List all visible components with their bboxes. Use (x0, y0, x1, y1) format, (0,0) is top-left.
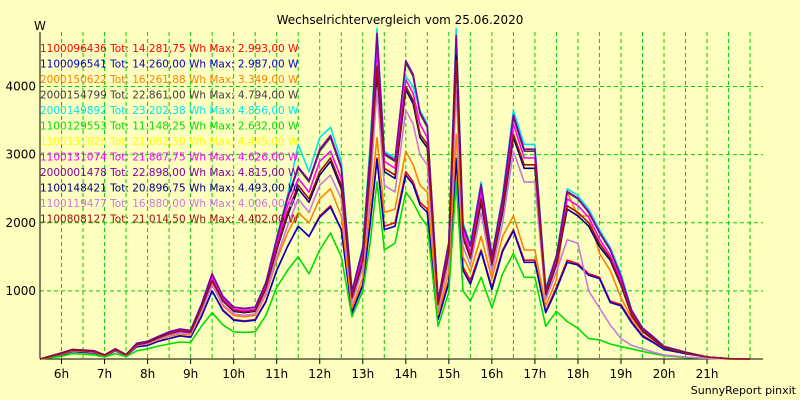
legend-entry: 1100096541 Tot: 14.260,00 Wh Max: 2.987,… (40, 59, 299, 71)
series-line (39, 158, 751, 360)
series-line (39, 59, 751, 360)
legend-entry: 2000001478 Tot: 22.898,00 Wh Max: 4.815,… (40, 167, 299, 179)
y-tick-label: 4000 (5, 80, 36, 94)
x-tick-label: 9h (183, 367, 198, 381)
x-tick-label: 8h (140, 367, 155, 381)
x-tick-label: 16h (480, 367, 503, 381)
legend-entry: 1100808127 Tot: 21.014,50 Wh Max: 4.402,… (40, 214, 299, 226)
x-tick-label: 7h (97, 367, 112, 381)
series-lines (39, 27, 751, 360)
x-tick-label: 15h (437, 367, 460, 381)
legend-entry: 2000154799 Tot: 22.861,00 Wh Max: 4.794,… (40, 90, 299, 102)
y-tick-label: 2000 (5, 216, 36, 230)
grid-lines (40, 32, 763, 359)
x-tick-label: 6h (54, 367, 69, 381)
x-tick-label: 17h (523, 367, 546, 381)
x-tick-label: 10h (222, 367, 245, 381)
y-tick-label: 1000 (5, 284, 36, 298)
x-tick-label: 20h (653, 367, 676, 381)
legend-entry: 1100131074 Tot: 21.867,75 Wh Max: 4.626,… (40, 152, 299, 164)
x-tick-label: 21h (696, 367, 719, 381)
legend-entry: 2000150622 Tot: 16.261,88 Wh Max: 3.349,… (40, 74, 299, 86)
x-tick-label: 12h (308, 367, 331, 381)
x-tick-label: 14h (394, 367, 417, 381)
x-tick-label: 18h (567, 367, 590, 381)
legend-entry: 1100119477 Tot: 16.880,00 Wh Max: 4.006,… (40, 198, 299, 210)
chart-title: Wechselrichtervergleich vom 25.06.2020 (277, 13, 524, 27)
footer-credit: SunnyReport pinxit (691, 384, 797, 397)
tick-labels: 1000 2000 3000 4000 6h 7h 8h 9h 10h 11h 12h 13h 14h 1… (5, 80, 718, 382)
y-tick-label: 3000 (5, 148, 36, 162)
y-axis-unit-label: W (34, 19, 46, 33)
legend-entry: 2000149892 Tot: 23.202,38 Wh Max: 4.856,… (40, 105, 299, 117)
legend-entry: 1100096436 Tot: 14.281,75 Wh Max: 2.993,… (40, 43, 299, 55)
axes (39, 32, 763, 364)
x-tick-label: 13h (351, 367, 374, 381)
series-line (39, 89, 751, 360)
legend-entry: 1100148421 Tot: 20.896,75 Wh Max: 4.493,… (40, 183, 299, 195)
x-tick-label: 11h (265, 367, 288, 381)
x-tick-label: 19h (610, 367, 633, 381)
series-line (39, 32, 751, 360)
legend: 1100096436 Tot: 14.281,75 Wh Max: 2.993,… (40, 43, 299, 226)
legend-entry: 1100129553 Tot: 11.148,25 Wh Max: 2.632,… (40, 121, 299, 133)
legend-entry: 1100131026 Tot: 21.062,50 Wh Max: 4.445,… (40, 136, 299, 148)
series-line (39, 181, 751, 360)
